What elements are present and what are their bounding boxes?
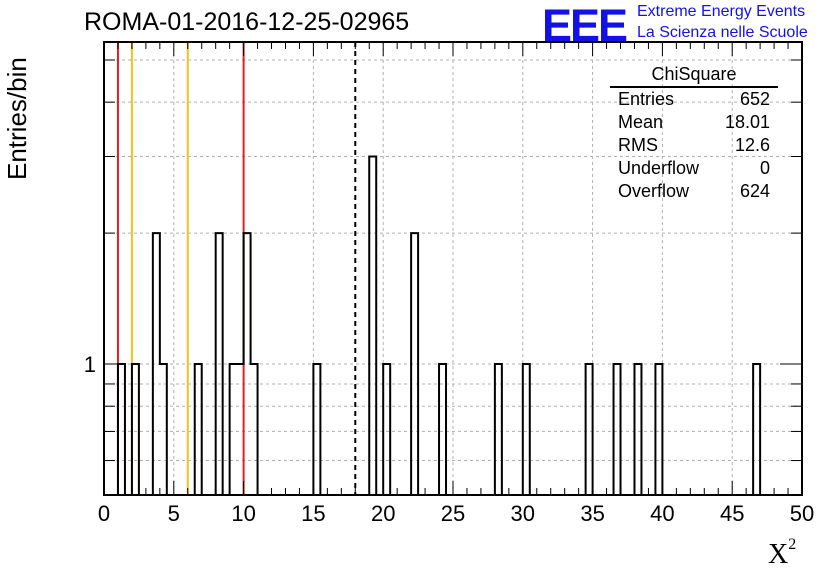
stats-row-entries: Entries 652 xyxy=(610,88,778,111)
x-tick-label: 30 xyxy=(511,501,535,526)
x-tick-label: 50 xyxy=(790,501,814,526)
stats-label: Overflow xyxy=(618,181,690,201)
eee-logo: EEE xyxy=(542,0,628,51)
stats-value: 12.6 xyxy=(734,135,770,155)
stats-row-mean: Mean 18.01 xyxy=(610,111,778,134)
stats-label: Mean xyxy=(618,112,664,132)
x-axis-label: X2 xyxy=(768,536,796,571)
x-tick-label: 45 xyxy=(720,501,744,526)
x-tick-label: 0 xyxy=(98,501,110,526)
logo-line-2: La Scienza nelle Scuole xyxy=(637,24,808,41)
x-tick-label: 40 xyxy=(650,501,674,526)
y-axis-label: Entries/bin xyxy=(2,57,32,180)
stats-row-overflow: Overflow 624 xyxy=(610,180,778,203)
stats-box: ChiSquare Entries 652 Mean 18.01 RMS 12.6 U… xyxy=(610,64,778,203)
logo-line-1: Extreme Energy Events xyxy=(637,3,806,20)
stats-value: 652 xyxy=(739,89,770,109)
x-tick-label: 25 xyxy=(441,501,465,526)
stats-row-underflow: Underflow 0 xyxy=(610,157,778,180)
y-tick-label: 1 xyxy=(84,352,96,377)
stats-label: RMS xyxy=(618,135,658,155)
stats-value: 0 xyxy=(759,158,770,178)
stats-row-rms: RMS 12.6 xyxy=(610,134,778,157)
x-tick-label: 15 xyxy=(301,501,325,526)
x-axis-label-base: X xyxy=(768,539,789,570)
x-tick-label: 5 xyxy=(168,501,180,526)
stats-value: 624 xyxy=(739,181,770,201)
chart-title: ROMA-01-2016-12-25-02965 xyxy=(84,8,410,36)
stats-value: 18.01 xyxy=(724,112,770,132)
stats-title: ChiSquare xyxy=(610,64,778,88)
x-tick-label: 10 xyxy=(231,501,255,526)
x-axis-label-superscript: 2 xyxy=(788,536,797,553)
stats-label: Entries xyxy=(618,89,675,109)
x-tick-label: 20 xyxy=(371,501,395,526)
x-tick-label: 35 xyxy=(580,501,604,526)
histogram-bin xyxy=(369,157,376,495)
stats-label: Underflow xyxy=(618,158,700,178)
